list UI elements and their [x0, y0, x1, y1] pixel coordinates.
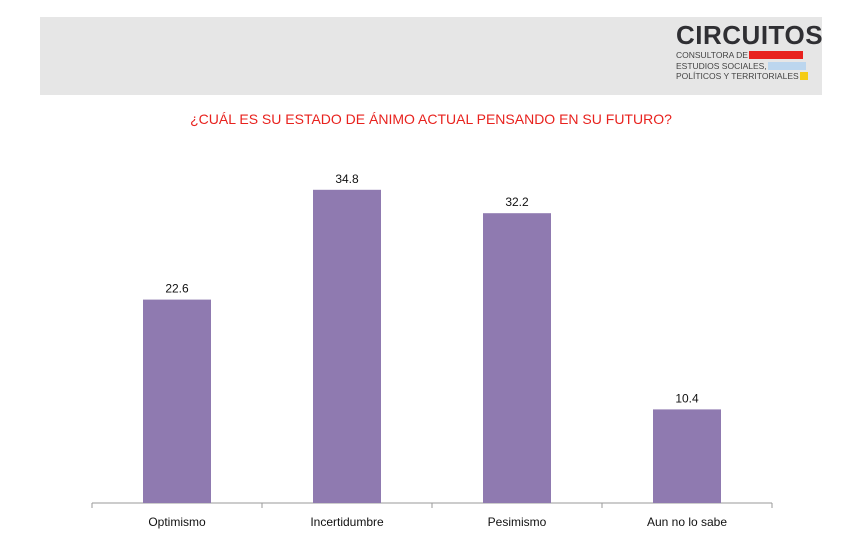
- logo-yellow-bar: [799, 72, 808, 81]
- x-tick-label: Optimismo: [148, 515, 206, 529]
- data-label: 22.6: [165, 282, 189, 296]
- circuitos-logo: CIRCUITOS CONSULTORA DE ESTUDIOS SOCIALE…: [676, 20, 824, 82]
- logo-line-3-text: POLÍTICOS Y TERRITORIALES: [676, 71, 799, 81]
- bar: [313, 189, 381, 504]
- logo-blue-bar: [767, 61, 806, 70]
- logo-line-1: CONSULTORA DE: [676, 50, 808, 61]
- x-tick-label: Aun no lo sabe: [647, 515, 727, 529]
- header-band: CIRCUITOS CONSULTORA DE ESTUDIOS SOCIALE…: [40, 17, 824, 95]
- logo-line-2: ESTUDIOS SOCIALES,: [676, 61, 808, 72]
- logo-line-2-text: ESTUDIOS SOCIALES,: [676, 60, 767, 71]
- bar: [483, 213, 551, 503]
- data-label: 34.8: [335, 172, 359, 186]
- logo-line-3: POLÍTICOS Y TERRITORIALES: [676, 71, 808, 82]
- x-tick-label: Pesimismo: [488, 515, 547, 529]
- chart-title: ¿CUÁL ES SU ESTADO DE ÁNIMO ACTUAL PENSA…: [190, 111, 672, 127]
- bar: [653, 409, 721, 503]
- logo-line-1-text: CONSULTORA DE: [676, 50, 748, 60]
- logo-title: CIRCUITOS: [676, 20, 824, 50]
- data-label: 32.2: [505, 195, 529, 209]
- logo-red-bar: [748, 51, 803, 60]
- bar: [143, 299, 211, 503]
- x-tick-label: Incertidumbre: [310, 515, 384, 529]
- data-label: 10.4: [675, 391, 699, 405]
